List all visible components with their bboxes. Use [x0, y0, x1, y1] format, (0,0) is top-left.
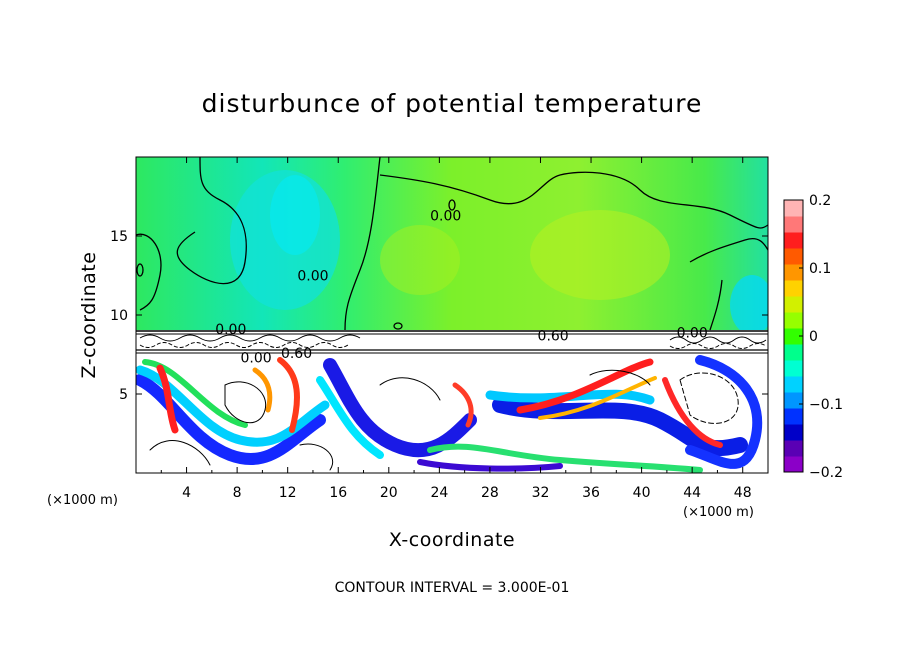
colorbar-swatch: [784, 232, 803, 249]
colorbar-swatch: [784, 248, 803, 265]
contour-interval-note: CONTOUR INTERVAL = 3.000E-01: [335, 580, 570, 596]
colorbar-swatch: [784, 440, 803, 457]
blue-streak: [136, 374, 326, 466]
colorbar-swatch: [784, 296, 803, 313]
zero-contour: [176, 157, 247, 285]
red-streak: [452, 382, 474, 428]
colorbar: 0.2 0.1 0 −0.1 −0.2: [783, 193, 843, 481]
black-contour: [589, 369, 651, 386]
green-streak: [427, 443, 703, 473]
y-tick-label: 10: [110, 308, 128, 324]
red-streak: [277, 357, 300, 433]
y-axis-label: Z-coordinate: [78, 252, 100, 379]
colorbar-swatch: [784, 376, 803, 393]
zero-contour-loop: [393, 322, 403, 330]
contour-label: 0.00: [297, 269, 328, 285]
x-tick-label: 44: [683, 485, 701, 501]
x-tick-label: 20: [380, 485, 398, 501]
inversion-wavy-contour: [669, 336, 767, 344]
colorbar-swatch: [784, 392, 803, 409]
lower-turbulence: [136, 355, 763, 473]
x-unit-left: (×1000 m): [47, 493, 118, 508]
colorbar-swatch: [784, 200, 803, 217]
black-contour: [679, 372, 739, 424]
colorbar-swatch: [784, 280, 803, 297]
inversion-wavy-contour: [139, 334, 361, 342]
black-contour: [224, 381, 267, 424]
zero-contour-loop: [136, 263, 144, 277]
red-streak: [156, 364, 179, 434]
x-tick-label: 12: [279, 485, 297, 501]
colorbar-tick-label: 0: [809, 329, 818, 345]
zero-contour: [344, 157, 381, 331]
x-tick-label: 40: [633, 485, 651, 501]
colorbar-swatch: [784, 264, 803, 281]
x-unit-right: (×1000 m): [683, 505, 754, 520]
colorbar-swatch: [784, 360, 803, 377]
blue-streak: [685, 355, 763, 469]
x-tick-label: 32: [532, 485, 550, 501]
cyan-streak: [316, 376, 384, 459]
cyan-streak: [485, 389, 655, 405]
black-contour: [149, 440, 211, 466]
black-contour: [299, 443, 333, 471]
y-axis: 5 10 15: [110, 229, 768, 403]
green-streak: [142, 359, 248, 428]
contour-label: 0.60: [281, 346, 312, 362]
x-tick-label: 48: [734, 485, 752, 501]
red-streak: [662, 377, 723, 448]
contour-label: 0.00: [215, 322, 246, 338]
contour-label: 0.00: [240, 351, 271, 367]
colorbar-tick-label: 0.2: [809, 193, 831, 209]
colorbar-swatch: [784, 312, 803, 329]
zero-contour: [379, 171, 768, 229]
x-tick-label: 24: [430, 485, 448, 501]
black-contour: [379, 377, 441, 401]
x-tick-label: 36: [582, 485, 600, 501]
colorbar-swatch: [784, 344, 803, 361]
upper-cyan-patch: [270, 175, 320, 255]
colorbar-tick-label: −0.1: [809, 397, 843, 413]
upper-contours: [136, 157, 768, 331]
upper-yellow-patch: [530, 210, 670, 300]
x-axis: 4 8 12 16 20 24 28 32 36 40 44 48: [160, 157, 752, 501]
x-tick-label: 28: [481, 485, 499, 501]
x-axis-label: X-coordinate: [389, 529, 515, 551]
contour-label: 0.00: [677, 325, 708, 341]
upper-cyan-patch: [730, 275, 768, 335]
orange-streak: [538, 376, 657, 420]
x-tick-label: 4: [182, 485, 191, 501]
zero-contour: [136, 233, 162, 311]
zero-contour-loop: [448, 199, 456, 211]
zero-contour: [709, 279, 723, 331]
inversion-wavy-contour: [669, 343, 767, 349]
red-streak: [516, 358, 654, 414]
contour-label: 0.60: [538, 329, 569, 345]
colorbar-swatch: [784, 456, 803, 473]
x-tick-label: 8: [233, 485, 242, 501]
contour-label: 0.00: [430, 208, 461, 224]
contour-labels: 0.00 0.00 0.00 0.00 0.60 0.60 0.00: [215, 208, 708, 366]
colorbar-swatch: [784, 408, 803, 425]
inversion-wavy-contour: [139, 342, 349, 348]
y-tick-label: 5: [119, 387, 128, 403]
colorbar-swatch: [784, 328, 803, 345]
colorbar-swatch: [784, 424, 803, 441]
zero-contour: [689, 238, 768, 263]
y-tick-label: 15: [110, 229, 128, 245]
colorbar-tick-label: −0.2: [809, 465, 843, 481]
chart-title: disturbunce of potential temperature: [202, 89, 703, 118]
blue-streak: [492, 397, 748, 457]
colorbar-tick-label: 0.1: [809, 261, 831, 277]
orange-streak: [252, 367, 273, 413]
x-tick-label: 16: [329, 485, 347, 501]
blue-streak: [323, 358, 477, 458]
colorbar-swatch: [784, 216, 803, 233]
upper-yellow-patch: [380, 225, 460, 295]
plot-area: [136, 157, 768, 473]
